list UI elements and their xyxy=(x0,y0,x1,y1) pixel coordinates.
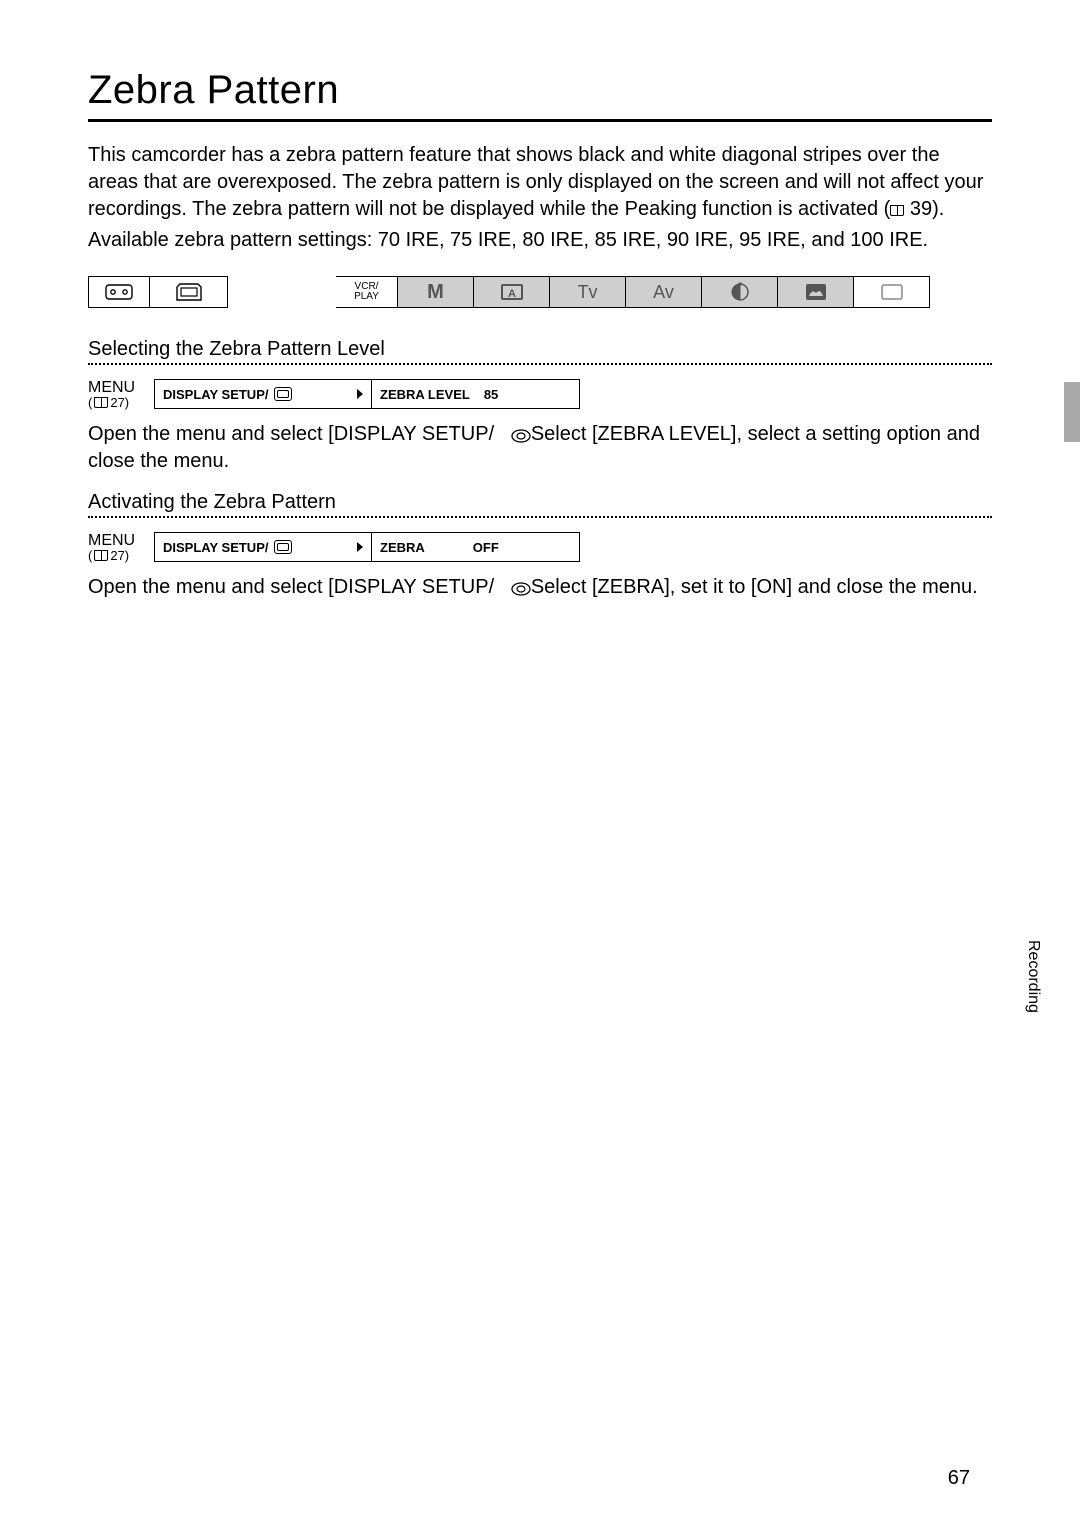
mode-scene-icon xyxy=(778,276,854,308)
menu-ref-1: ( 27) xyxy=(88,396,154,409)
section2-box1-label: DISPLAY SETUP/ xyxy=(163,540,268,555)
intro-text-1: This camcorder has a zebra pattern featu… xyxy=(88,144,983,220)
menu-text-1: MENU xyxy=(88,380,154,396)
s1-instr-a: Open the menu and select [DISPLAY SETUP/ xyxy=(88,423,494,445)
section1-heading: Selecting the Zebra Pattern Level xyxy=(88,338,992,361)
svg-text:A: A xyxy=(508,288,516,300)
mode-blank xyxy=(854,276,930,308)
mode-card-icon xyxy=(150,276,228,308)
section1-instruction: Open the menu and select [DISPLAY SETUP/… xyxy=(88,421,992,475)
mode-m: M xyxy=(398,276,474,308)
display-icon xyxy=(274,540,292,554)
section2-menu-row: MENU ( 27) DISPLAY SETUP/ ZEBRA OFF xyxy=(88,532,992,562)
mode-tv: Tv xyxy=(550,276,626,308)
section1-menu-row: MENU ( 27) DISPLAY SETUP/ ZEBRA LEVEL 85 xyxy=(88,379,992,409)
menu-ref-2: ( 27) xyxy=(88,549,154,562)
book-icon xyxy=(94,397,108,408)
book-icon xyxy=(94,550,108,561)
book-icon xyxy=(890,205,904,216)
arrow-icon xyxy=(357,542,363,552)
section2-box2-label: ZEBRA xyxy=(380,540,425,555)
mode-auto-icon: A xyxy=(474,276,550,308)
section1-box2-label: ZEBRA LEVEL xyxy=(380,387,470,402)
arrow-icon xyxy=(357,389,363,399)
s2-instr-b: Select [ZEBRA], set it to [ON] and close… xyxy=(531,576,978,598)
intro-ref: 39). xyxy=(904,198,944,220)
mode-cassette-icon xyxy=(88,276,150,308)
menu-text-2: MENU xyxy=(88,533,154,549)
mode-av: Av xyxy=(626,276,702,308)
side-label: Recording xyxy=(1024,940,1042,1013)
mode-vcr-play: VCR/ PLAY xyxy=(336,276,398,308)
display-setup-icon xyxy=(511,423,531,445)
section2-box2-value: OFF xyxy=(473,540,499,555)
section2-rule xyxy=(88,516,992,518)
book-ref-inline: 39). xyxy=(890,198,944,220)
mode-night-icon xyxy=(702,276,778,308)
page-number: 67 xyxy=(948,1467,970,1490)
section1-box1-label: DISPLAY SETUP/ xyxy=(163,387,268,402)
s2-instr-a: Open the menu and select [DISPLAY SETUP/ xyxy=(88,576,494,598)
section2-instruction: Open the menu and select [DISPLAY SETUP/… xyxy=(88,574,992,601)
section1-rule xyxy=(88,363,992,365)
section2-box1: DISPLAY SETUP/ xyxy=(154,532,372,562)
vcr-line2: PLAY xyxy=(354,292,379,302)
menu-label-1: MENU ( 27) xyxy=(88,380,154,409)
section2-heading: Activating the Zebra Pattern xyxy=(88,491,992,514)
section1-box1: DISPLAY SETUP/ xyxy=(154,379,372,409)
intro-paragraph-2: Available zebra pattern settings: 70 IRE… xyxy=(88,227,992,254)
section1-box2-value: 85 xyxy=(484,387,498,402)
intro-paragraph-1: This camcorder has a zebra pattern featu… xyxy=(88,142,992,223)
page-title: Zebra Pattern xyxy=(88,68,992,113)
page-content: Zebra Pattern This camcorder has a zebra… xyxy=(0,0,1080,601)
display-icon xyxy=(274,387,292,401)
menu-label-2: MENU ( 27) xyxy=(88,533,154,562)
mode-row: VCR/ PLAY M A Tv Av xyxy=(88,276,992,308)
section1-box2: ZEBRA LEVEL 85 xyxy=(372,379,580,409)
title-rule xyxy=(88,119,992,122)
display-setup-icon xyxy=(511,576,531,598)
mode-gap xyxy=(228,276,336,308)
section2-box2: ZEBRA OFF xyxy=(372,532,580,562)
